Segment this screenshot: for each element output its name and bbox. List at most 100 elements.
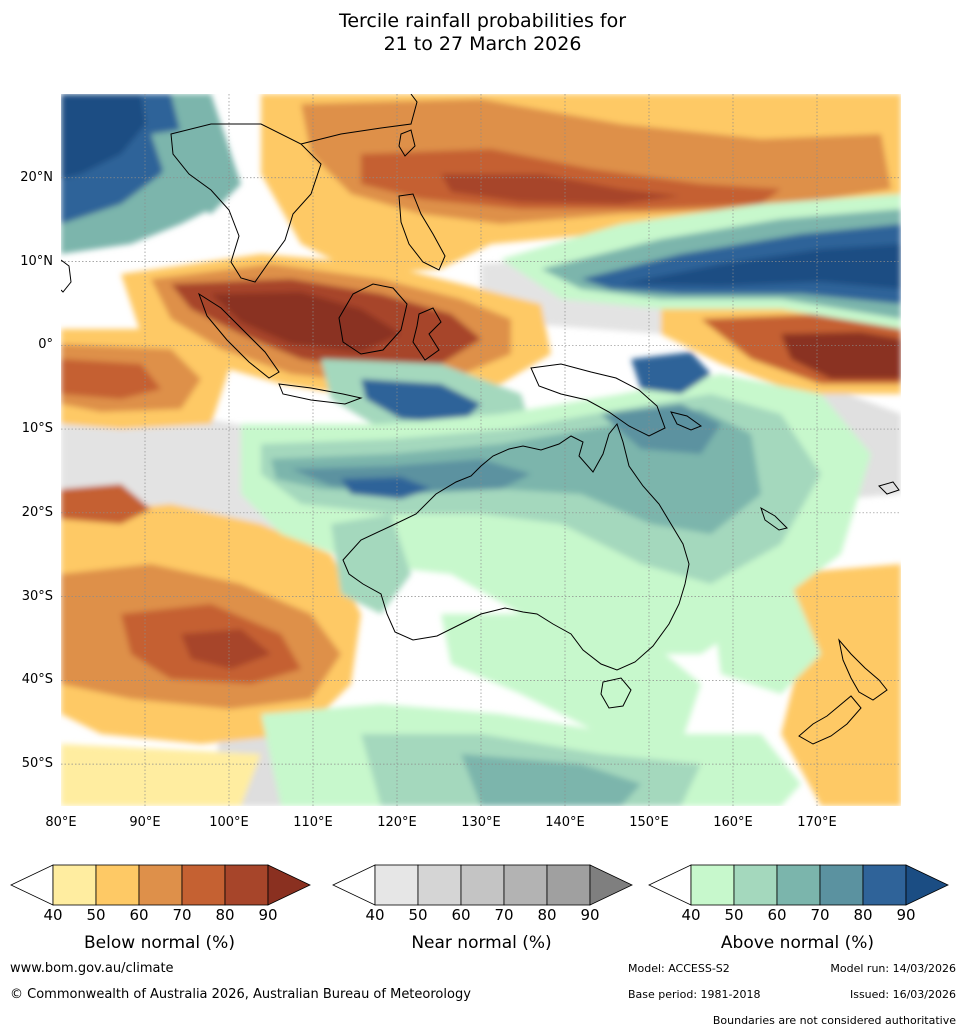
sumatra-coastline xyxy=(198,292,280,379)
sulawesi-coastline xyxy=(412,307,442,361)
below-normal-region xyxy=(441,174,681,204)
solomon-islands-coastline xyxy=(670,411,703,431)
colorbar-tick-label: 40 xyxy=(681,906,701,924)
title-line-1: Tercile rainfall probabilities for xyxy=(338,10,627,32)
colorbar-segment xyxy=(460,864,505,906)
below-normal-region xyxy=(781,564,901,806)
new-zealand-south-coastline xyxy=(798,695,862,745)
colorbar-tick-label: 90 xyxy=(896,906,916,924)
longitude-label: 130°E xyxy=(461,815,501,830)
longitude-label: 110°E xyxy=(293,815,333,830)
colorbar-tick-label: 70 xyxy=(494,906,514,924)
colorbar-tick-label: 50 xyxy=(86,906,106,924)
above-normal-region xyxy=(711,584,821,694)
colorbar-segment xyxy=(181,864,226,906)
colorbar-segment xyxy=(862,864,907,906)
colorbar-tick-label: 50 xyxy=(724,906,744,924)
indochina-coastline xyxy=(170,123,322,283)
rainfall-probability-map xyxy=(61,94,901,806)
longitude-label: 170°E xyxy=(797,815,837,830)
colorbar-1 xyxy=(332,864,633,906)
longitude-label: 90°E xyxy=(129,815,161,830)
below-normal-region xyxy=(781,332,901,379)
below-normal-region xyxy=(61,484,151,524)
colorbar-title: Near normal (%) xyxy=(411,933,552,953)
colorbar-segment xyxy=(95,864,140,906)
new-guinea-coastline xyxy=(530,363,666,437)
map-gridlines xyxy=(61,94,901,806)
longitude-label: 160°E xyxy=(713,815,753,830)
latitude-label: 20°N xyxy=(20,169,53,185)
website-link[interactable]: www.bom.gov.au/climate xyxy=(10,961,174,976)
taiwan-coastline xyxy=(398,129,416,157)
colorbar-tick-label: 60 xyxy=(129,906,149,924)
colorbar-segment xyxy=(546,864,591,906)
coastlines xyxy=(61,94,900,745)
longitude-label: 120°E xyxy=(377,815,417,830)
latitude-label: 20°S xyxy=(21,504,53,520)
colorbar-segment xyxy=(52,864,97,906)
philippines-coastline xyxy=(398,193,446,271)
colorbar-tick-label: 90 xyxy=(580,906,600,924)
above-normal-region xyxy=(61,94,146,179)
base-period: Base period: 1981-2018 xyxy=(628,988,761,1001)
above-normal-region xyxy=(441,614,701,744)
above-normal-region xyxy=(361,379,481,424)
colorbar-tick-label: 40 xyxy=(43,906,63,924)
below-normal-region xyxy=(61,744,261,806)
model-run-date: Model run: 14/03/2026 xyxy=(830,962,956,975)
colorbar-segment xyxy=(690,864,735,906)
new-zealand-north-coastline xyxy=(838,638,888,701)
latitude-label: 30°S xyxy=(21,588,53,604)
colorbar-tick-label: 60 xyxy=(451,906,471,924)
colorbar-title: Below normal (%) xyxy=(84,933,235,953)
colorbar-tick-label: 70 xyxy=(172,906,192,924)
above-normal-region xyxy=(341,477,431,499)
colorbar-tick-label: 70 xyxy=(810,906,830,924)
colorbar-lower-extension xyxy=(648,864,692,906)
latitude-label: 10°N xyxy=(20,253,53,269)
colorbar-2 xyxy=(648,864,949,906)
colorbar-segment xyxy=(503,864,548,906)
colorbar-segment xyxy=(417,864,462,906)
borneo-coastline xyxy=(338,283,408,355)
colorbar-upper-extension xyxy=(589,864,633,906)
above-normal-region xyxy=(331,514,411,614)
colorbar-tick-label: 40 xyxy=(365,906,385,924)
title-line-2: 21 to 27 March 2026 xyxy=(383,33,582,55)
colorbar-lower-extension xyxy=(10,864,54,906)
below-normal-region xyxy=(61,359,161,399)
model-name: Model: ACCESS-S2 xyxy=(628,962,730,975)
boundary-disclaimer: Boundaries are not considered authoritat… xyxy=(712,1014,956,1027)
fiji-coastline xyxy=(878,481,900,495)
below-normal-region xyxy=(211,292,401,352)
latitude-label: 0° xyxy=(38,337,53,353)
above-normal-region xyxy=(621,244,901,289)
map-title: Tercile rainfall probabilities for 21 to… xyxy=(0,10,965,56)
above-normal-region xyxy=(631,352,711,394)
australia-coastline xyxy=(342,422,690,671)
colorbar-segment xyxy=(776,864,821,906)
colorbar-tick-label: 80 xyxy=(853,906,873,924)
colorbar-title: Above normal (%) xyxy=(720,933,875,953)
longitude-label: 100°E xyxy=(209,815,249,830)
issued-date: Issued: 16/03/2026 xyxy=(849,988,956,1001)
colorbar-0 xyxy=(10,864,311,906)
above-normal-region xyxy=(461,754,641,806)
colorbar-segment xyxy=(224,864,269,906)
probability-fields xyxy=(61,94,901,806)
colorbar-tick-label: 90 xyxy=(258,906,278,924)
colorbar-tick-label: 80 xyxy=(537,906,557,924)
copyright-text: © Commonwealth of Australia 2026, Austra… xyxy=(10,987,471,1002)
colorbar-segment xyxy=(733,864,778,906)
new-caledonia-coastline xyxy=(760,506,788,531)
latitude-label: 50°S xyxy=(21,756,53,772)
colorbar-segment xyxy=(374,864,419,906)
longitude-label: 140°E xyxy=(545,815,585,830)
sri-lanka-coastline xyxy=(61,259,72,293)
colorbar-tick-label: 60 xyxy=(767,906,787,924)
colorbar-upper-extension xyxy=(267,864,311,906)
longitude-label: 150°E xyxy=(629,815,669,830)
colorbar-segment xyxy=(138,864,183,906)
above-normal-region xyxy=(151,124,241,214)
